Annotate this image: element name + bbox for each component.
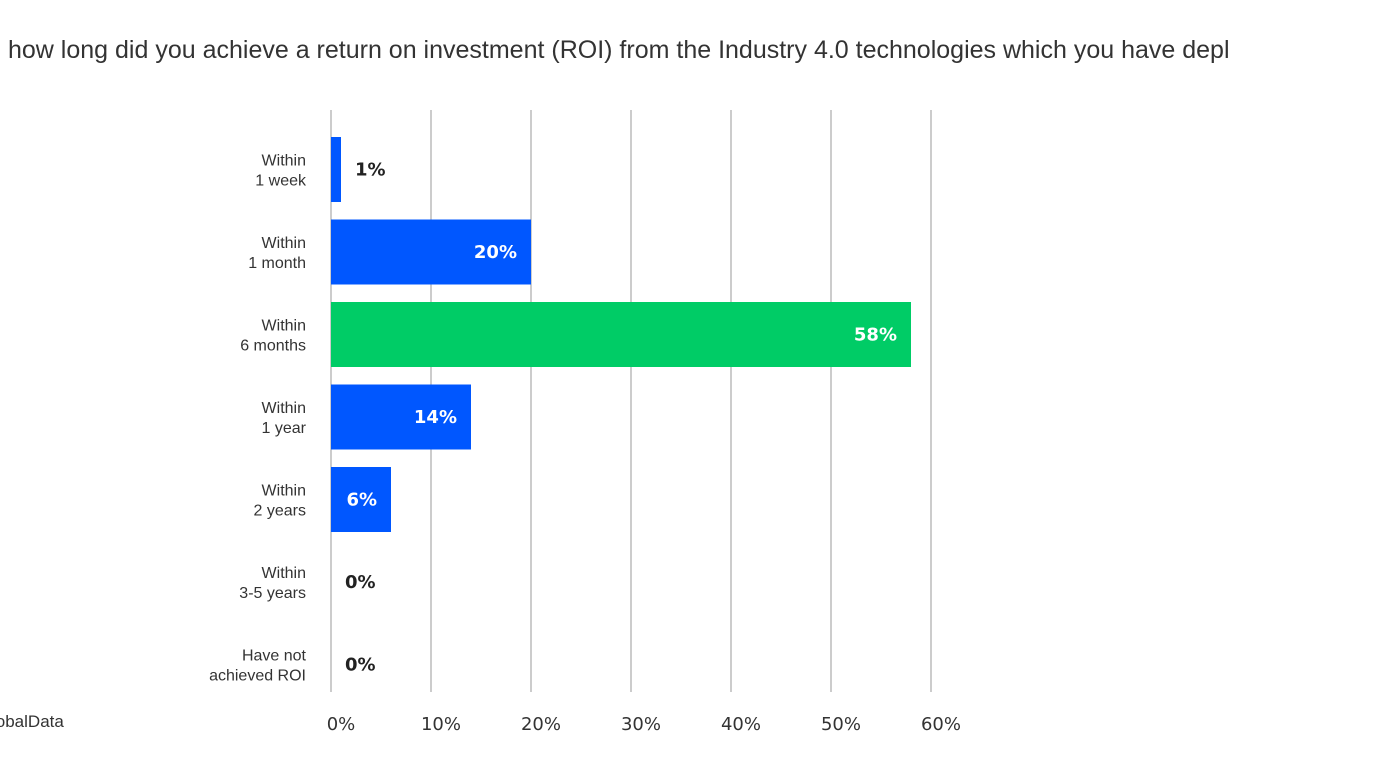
bar-4 <box>331 467 391 532</box>
category-label: Have not achieved ROI <box>209 648 306 685</box>
bar-1 <box>331 219 531 285</box>
bar-0 <box>331 137 341 202</box>
x-tick-label: 0% <box>327 714 356 735</box>
category-label: Within 1 month <box>248 235 306 272</box>
x-tick-label: 40% <box>721 714 761 735</box>
bar-3 <box>331 384 471 450</box>
category-label: Within 1 week <box>255 153 307 190</box>
category-label: Within 1 year <box>262 400 307 437</box>
data-label: 20% <box>474 242 517 263</box>
data-label: 14% <box>414 407 457 428</box>
data-label: 0% <box>345 655 376 676</box>
x-tick-label: 30% <box>621 714 661 735</box>
x-tick-label: 50% <box>821 714 861 735</box>
category-label: Within 2 years <box>254 483 306 520</box>
x-tick-labels: 0% 10% 20% 30% 40% 50% 60% <box>327 714 961 735</box>
x-tick-label: 10% <box>421 714 461 735</box>
bars <box>331 137 911 532</box>
category-label: Within 6 months <box>240 318 306 355</box>
data-labels: 1% 20% 58% 14% 6% 0% 0% <box>345 160 897 676</box>
data-label: 6% <box>346 490 377 511</box>
x-tick-label: 20% <box>521 714 561 735</box>
category-label: Within 3-5 years <box>239 565 306 602</box>
category-labels: Within 1 week Within 1 month Within 6 months W… <box>209 153 307 685</box>
data-label: 0% <box>345 572 376 593</box>
chart-title: how long did you achieve a return on inv… <box>8 36 1230 64</box>
bar-2 <box>331 302 911 367</box>
data-label: 58% <box>854 325 897 346</box>
x-tick-label: 60% <box>921 714 961 735</box>
data-label: 1% <box>355 160 386 181</box>
